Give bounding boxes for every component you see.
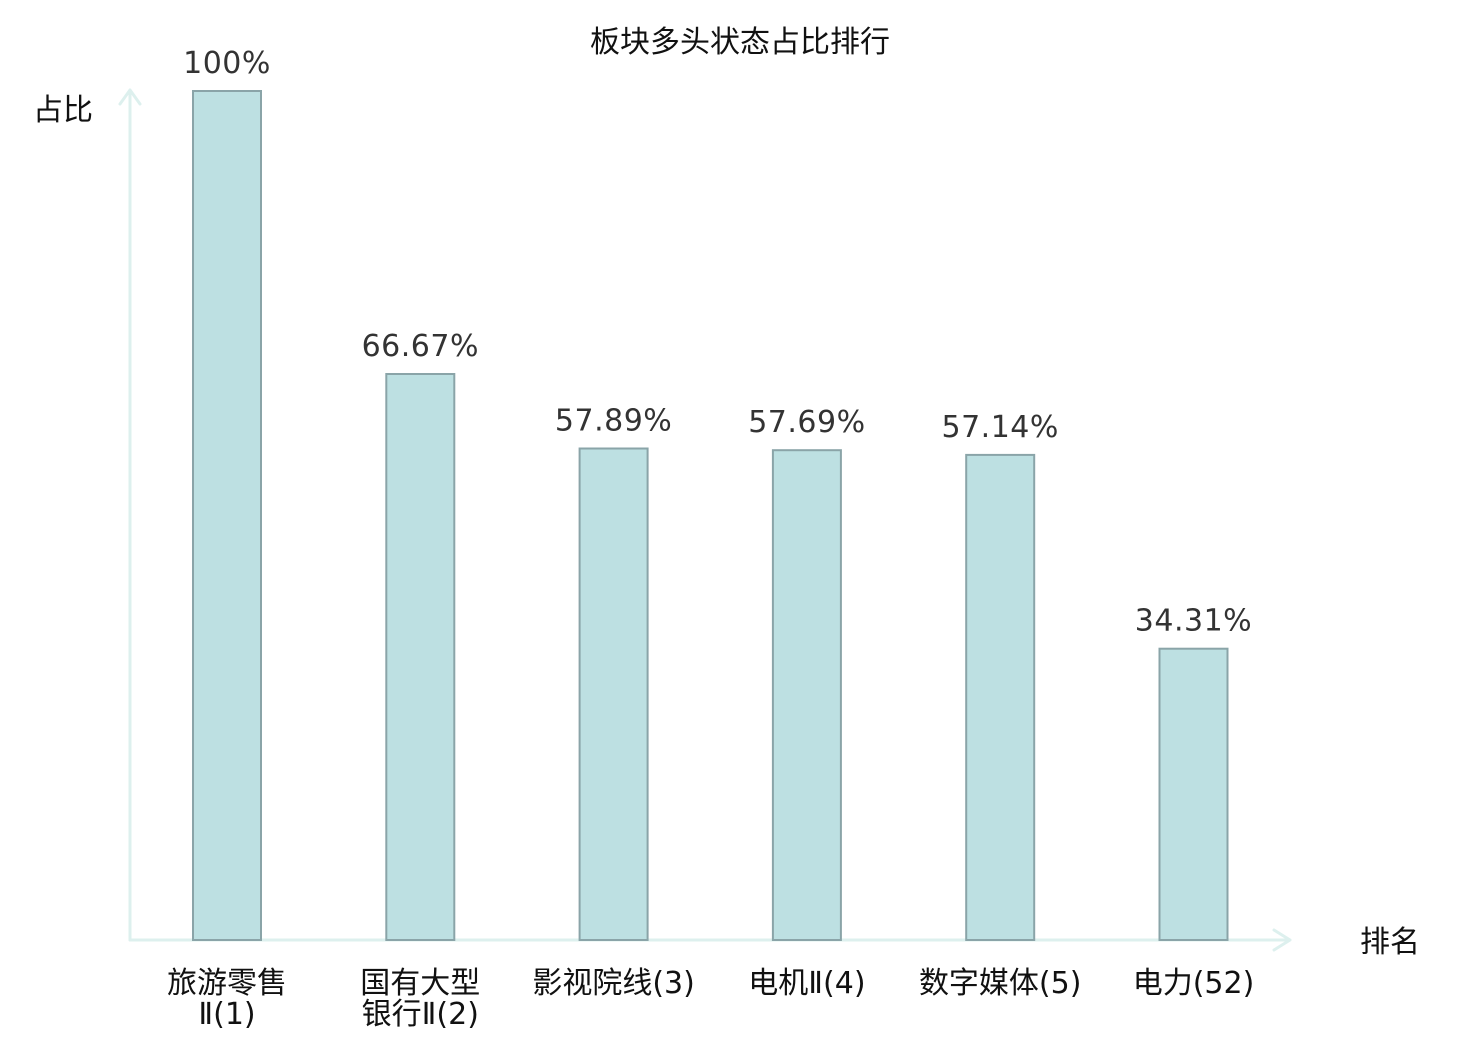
data-label-4: 57.69% xyxy=(748,405,865,440)
bar-3 xyxy=(578,447,649,941)
bar-6 xyxy=(1158,647,1229,941)
y-axis xyxy=(118,88,142,942)
value-labels-group: 100% 66.67% 57.89% 57.69% 57.14% 34.31% xyxy=(183,46,1252,639)
data-label-6: 34.31% xyxy=(1135,604,1252,639)
bar-4 xyxy=(771,449,842,941)
tick-label-1-line-2: Ⅱ(1) xyxy=(198,997,255,1032)
bars-group xyxy=(192,90,1229,941)
y-axis-label: 占比 xyxy=(33,93,93,128)
tick-label-4: 电机Ⅱ(4) xyxy=(748,966,865,1001)
bar-2 xyxy=(385,373,456,941)
data-label-1: 100% xyxy=(183,46,271,81)
chart-title: 板块多头状态占比排行 xyxy=(590,25,890,60)
bar-5 xyxy=(965,453,1036,941)
bar-1 xyxy=(192,90,262,941)
tick-label-2-line-2: 银行Ⅱ(2) xyxy=(362,997,479,1032)
tick-label-6: 电力(52) xyxy=(1133,966,1255,1001)
data-label-3: 57.89% xyxy=(555,404,672,439)
x-axis xyxy=(128,928,1292,952)
data-label-2: 66.67% xyxy=(362,329,479,364)
x-axis-label: 排名 xyxy=(1360,925,1420,960)
data-label-5: 57.14% xyxy=(942,410,1059,445)
tick-label-2-line-1: 国有大型 xyxy=(360,966,480,1001)
tick-label-3: 影视院线(3) xyxy=(532,966,695,1001)
tick-label-1-line-1: 旅游零售 xyxy=(167,966,287,1001)
tick-label-5: 数字媒体(5) xyxy=(919,966,1082,1001)
